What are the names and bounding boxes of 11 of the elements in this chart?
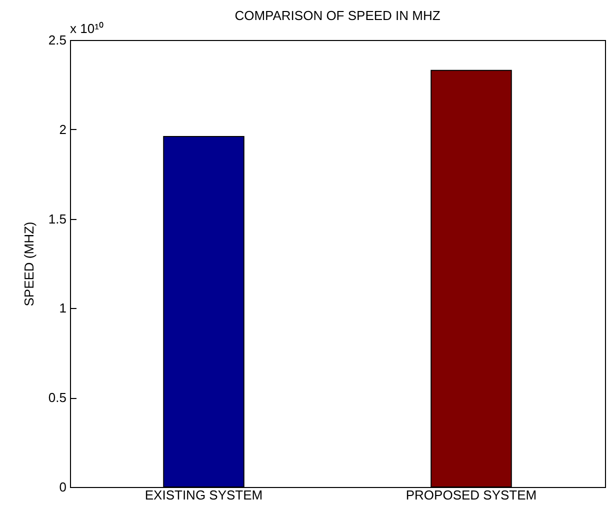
x-tick-label: PROPOSED SYSTEM bbox=[406, 488, 537, 502]
x-tick-label: EXISTING SYSTEM bbox=[144, 488, 263, 502]
y-tick-label: 1.5 bbox=[48, 211, 66, 226]
y-tick-label: 1 bbox=[59, 300, 66, 316]
text: x 10¹⁰ bbox=[70, 21, 104, 36]
y-tick-label: 2.5 bbox=[48, 32, 66, 48]
y-tick-label: 2 bbox=[59, 122, 66, 137]
y-tick-label: 0 bbox=[59, 480, 66, 494]
y-tick-label: 0.5 bbox=[48, 390, 66, 406]
chart-title: COMPARISON OF SPEED IN MHZ bbox=[234, 8, 440, 23]
y-axis-title: SPEED (MHZ) bbox=[21, 222, 36, 306]
